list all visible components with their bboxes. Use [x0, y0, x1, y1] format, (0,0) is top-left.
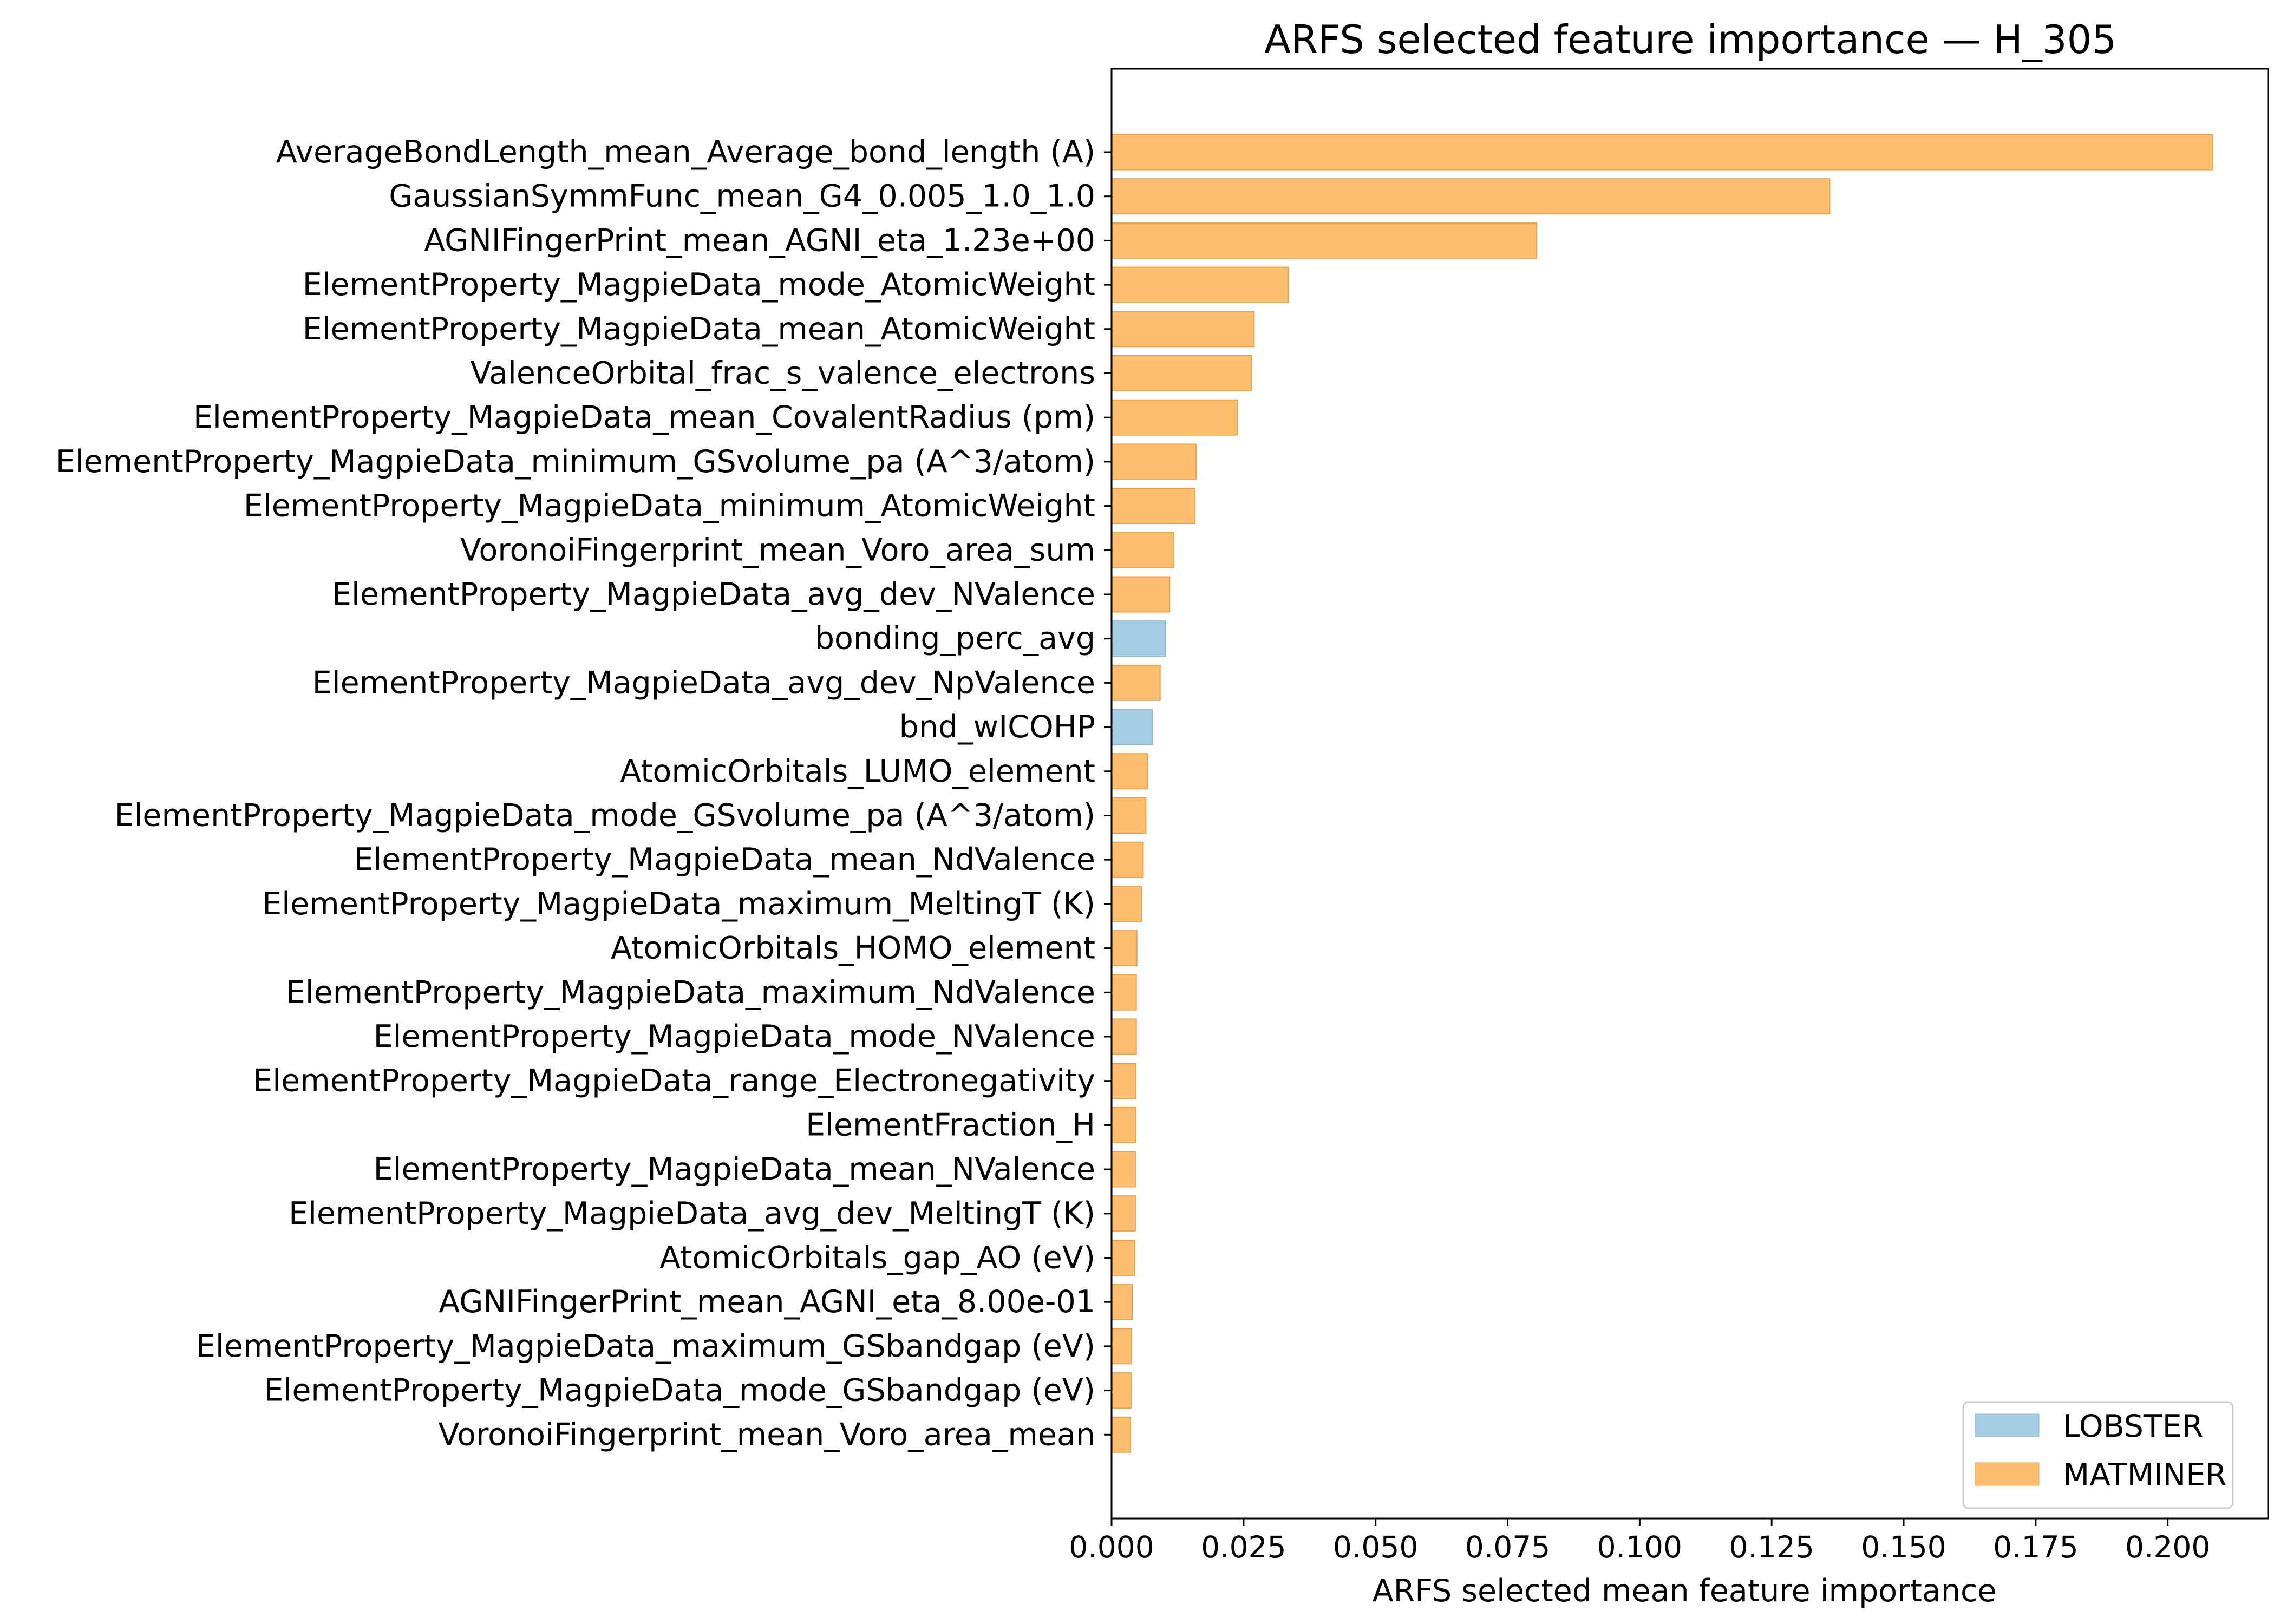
- x-axis: 0.000 0.025 0.050 0.075 0.100 0.125 0.150 0.175…: [1069, 1518, 2210, 1564]
- bar-matminer: [1111, 1416, 1132, 1453]
- bar-matminer: [1111, 1063, 1136, 1099]
- bar-lobster: [1111, 620, 1166, 657]
- plot-frame: [1110, 68, 2269, 1520]
- x-tick-label: 0.050: [1333, 1530, 1418, 1564]
- bar-matminer: [1111, 311, 1255, 348]
- bar-matminer: [1111, 488, 1196, 525]
- legend-label-lobster: LOBSTER: [2063, 1409, 2203, 1444]
- y-tick-label: AverageBondLength_mean_Average_bond_leng…: [276, 134, 1095, 170]
- y-tick-label: AGNIFingerPrint_mean_AGNI_eta_8.00e-01: [439, 1284, 1095, 1320]
- y-tick-label: ElementProperty_MagpieData_mode_GSbandga…: [264, 1373, 1095, 1409]
- x-tick-label: 0.125: [1729, 1530, 1814, 1564]
- x-axis-label: ARFS selected mean feature importance: [1373, 1573, 1997, 1609]
- x-tick-label: 0.150: [1861, 1530, 1946, 1564]
- x-tick-label: 0.100: [1597, 1530, 1682, 1564]
- x-tick-label: 0.175: [1993, 1530, 2078, 1564]
- bar-matminer: [1111, 797, 1147, 834]
- legend: LOBSTER MATMINER: [1962, 1401, 2234, 1509]
- y-tick-label: ValenceOrbital_frac_s_valence_electrons: [471, 356, 1095, 391]
- x-tick-label: 0.025: [1201, 1530, 1286, 1564]
- legend-label-matminer: MATMINER: [2063, 1457, 2227, 1493]
- y-tick-label: AtomicOrbitals_LUMO_element: [620, 754, 1095, 789]
- bar-matminer: [1111, 1151, 1136, 1188]
- bar-matminer: [1111, 753, 1148, 790]
- bar-matminer: [1111, 134, 2213, 171]
- bar-matminer: [1111, 576, 1171, 613]
- y-tick-label: AGNIFingerPrint_mean_AGNI_eta_1.23e+00: [424, 222, 1095, 258]
- x-tick-label: 0.200: [2125, 1530, 2210, 1564]
- y-tick-label: bonding_perc_avg: [815, 621, 1095, 657]
- bar-matminer: [1111, 355, 1252, 391]
- y-tick-label: ElementProperty_MagpieData_maximum_GSban…: [196, 1328, 1095, 1364]
- y-tick-label: VoronoiFingerprint_mean_Voro_area_mean: [439, 1417, 1095, 1452]
- bar-matminer: [1111, 886, 1142, 922]
- bar-matminer: [1111, 443, 1197, 480]
- legend-swatch-matminer: [1975, 1462, 2040, 1486]
- y-tick-label: ElementFraction_H: [806, 1107, 1095, 1143]
- y-tick-label: bnd_wICOHP: [899, 709, 1095, 745]
- bar-matminer: [1111, 841, 1144, 878]
- y-tick-label: ElementProperty_MagpieData_minimum_GSvol…: [56, 444, 1095, 480]
- y-tick-label: ElementProperty_MagpieData_avg_dev_NVale…: [332, 577, 1095, 612]
- y-tick-label: ElementProperty_MagpieData_maximum_Melti…: [262, 886, 1095, 922]
- y-tick-label: ElementProperty_MagpieData_avg_dev_NpVal…: [312, 665, 1095, 700]
- y-tick-label: ElementProperty_MagpieData_mode_AtomicWe…: [303, 267, 1095, 303]
- y-tick-label: ElementProperty_MagpieData_mean_Covalent…: [193, 400, 1095, 435]
- bar-lobster: [1111, 709, 1153, 745]
- bar-matminer: [1111, 532, 1175, 568]
- y-tick-label: ElementProperty_MagpieData_minimum_Atomi…: [244, 488, 1095, 524]
- y-tick-label: ElementProperty_MagpieData_mode_GSvolume…: [115, 798, 1095, 834]
- y-tick-label: ElementProperty_MagpieData_mean_NdValenc…: [354, 842, 1095, 878]
- bar-matminer: [1111, 1106, 1136, 1143]
- y-tick-label: ElementProperty_MagpieData_mean_NValence: [374, 1151, 1095, 1187]
- y-tick-label: GaussianSymmFunc_mean_G4_0.005_1.0_1.0: [389, 179, 1095, 214]
- bar-matminer: [1111, 399, 1238, 436]
- x-tick-label: 0.000: [1069, 1530, 1154, 1564]
- chart-title: ARFS selected feature importance — H_305: [1264, 17, 2116, 62]
- y-tick-label: AtomicOrbitals_HOMO_element: [611, 931, 1095, 966]
- y-tick-label: VoronoiFingerprint_mean_Voro_area_sum: [460, 532, 1095, 568]
- y-tick-label: ElementProperty_MagpieData_avg_dev_Melti…: [289, 1196, 1095, 1232]
- bar-matminer: [1111, 1240, 1135, 1276]
- y-tick-label: AtomicOrbitals_gap_AO (eV): [659, 1240, 1095, 1276]
- bar-matminer: [1111, 1284, 1133, 1320]
- bar-matminer: [1111, 1372, 1132, 1409]
- bar-matminer: [1111, 974, 1137, 1011]
- y-tick-labels: AverageBondLength_mean_Average_bond_leng…: [56, 134, 1112, 1452]
- bar-matminer: [1111, 222, 1538, 259]
- bar-matminer: [1111, 178, 1831, 215]
- x-tick-label: 0.075: [1465, 1530, 1550, 1564]
- bar-matminer: [1111, 1018, 1137, 1055]
- bar-matminer: [1111, 1328, 1133, 1365]
- bar-matminer: [1111, 664, 1161, 701]
- y-tick-label: ElementProperty_MagpieData_mean_AtomicWe…: [303, 311, 1095, 347]
- bar-matminer: [1111, 1195, 1136, 1232]
- bar-matminer: [1111, 266, 1289, 303]
- bar-matminer: [1111, 930, 1138, 967]
- bar-group: [1111, 134, 2213, 1453]
- y-tick-label: ElementProperty_MagpieData_mode_NValence: [374, 1019, 1095, 1055]
- y-tick-label: ElementProperty_MagpieData_maximum_NdVal…: [286, 974, 1095, 1010]
- y-tick-label: ElementProperty_MagpieData_range_Electro…: [253, 1063, 1095, 1099]
- legend-swatch-lobster: [1975, 1413, 2040, 1437]
